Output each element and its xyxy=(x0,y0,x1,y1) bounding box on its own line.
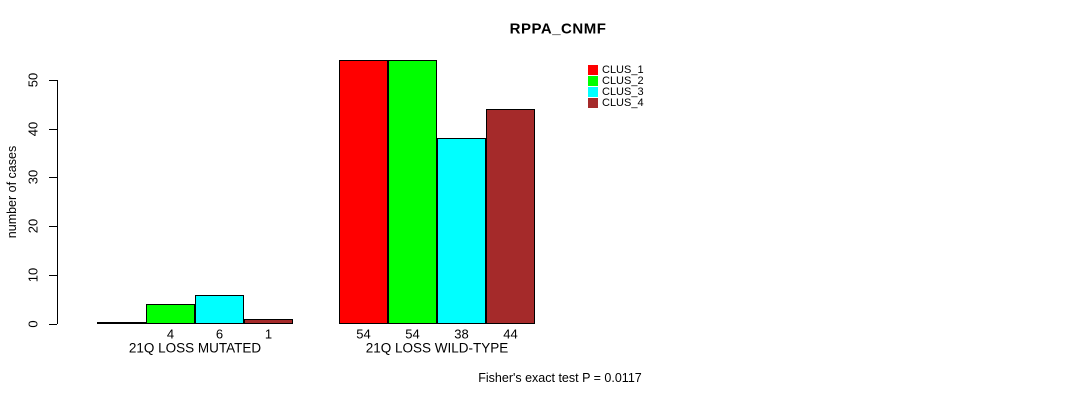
bar-clus_3-group2 xyxy=(437,138,486,324)
legend-swatch xyxy=(588,76,598,86)
bar-value-label: 44 xyxy=(503,326,518,342)
bar-clus_3-group1 xyxy=(195,295,244,324)
y-axis-tick xyxy=(49,226,57,228)
bar-value-label: 6 xyxy=(215,326,224,342)
y-axis-tick-label: 40 xyxy=(25,121,41,136)
bar-clus_1-group2 xyxy=(339,60,388,324)
bar-clus_1-group1 xyxy=(97,322,146,324)
x-axis-category-label: 21Q LOSS MUTATED xyxy=(128,340,262,356)
bar-value-label: 54 xyxy=(405,326,420,342)
y-axis-tick xyxy=(49,79,57,81)
bar-value-label: 1 xyxy=(264,326,273,342)
y-axis-tick-label: 30 xyxy=(25,170,41,185)
y-axis-tick xyxy=(49,128,57,130)
legend-label: CLUS_2 xyxy=(602,75,644,87)
y-axis-tick xyxy=(49,275,57,277)
bar-clus_2-group2 xyxy=(388,60,437,324)
y-axis-line xyxy=(57,79,58,324)
y-axis-tick-label: 50 xyxy=(25,72,41,87)
y-axis-tick xyxy=(49,324,57,325)
bar-clus_4-group2 xyxy=(486,109,535,324)
y-axis-tick xyxy=(49,177,57,179)
x-axis-category-label: 21Q LOSS WILD-TYPE xyxy=(365,340,509,356)
bar-clus_2-group1 xyxy=(146,304,195,324)
bar-value-label: 54 xyxy=(356,326,371,342)
legend-swatch xyxy=(588,87,598,97)
y-axis-label: number of cases xyxy=(5,145,19,239)
fisher-test-annotation: Fisher's exact test P = 0.0117 xyxy=(478,371,642,385)
legend-label: CLUS_1 xyxy=(602,64,644,76)
bar-value-label: 38 xyxy=(454,326,469,342)
legend-label: CLUS_3 xyxy=(602,86,644,98)
bar-clus_4-group1 xyxy=(244,319,293,324)
legend-label: CLUS_4 xyxy=(602,97,644,109)
y-axis-tick-label: 0 xyxy=(25,320,41,328)
chart-title: RPPA_CNMF xyxy=(509,20,607,38)
y-axis-tick-label: 10 xyxy=(25,267,41,283)
legend-swatch xyxy=(588,65,598,75)
bar-value-label: 4 xyxy=(166,326,175,342)
y-axis-tick-label: 20 xyxy=(25,219,41,234)
legend-swatch xyxy=(588,98,598,108)
